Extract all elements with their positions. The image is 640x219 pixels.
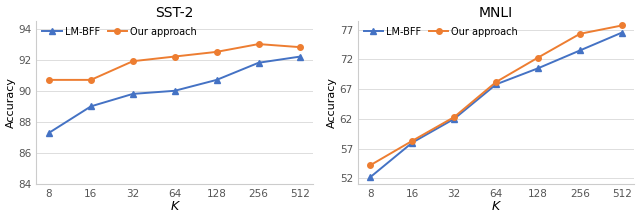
Our approach	[297, 46, 305, 48]
Our approach	[213, 51, 221, 53]
Line: LM-BFF: LM-BFF	[46, 54, 303, 136]
LM-BFF	[492, 83, 500, 86]
LM-BFF	[213, 79, 221, 81]
LM-BFF	[45, 131, 53, 134]
Our approach	[408, 140, 416, 142]
Our approach	[45, 79, 53, 81]
LM-BFF	[618, 31, 626, 34]
Our approach	[255, 43, 262, 45]
Line: Our approach: Our approach	[367, 23, 625, 168]
Our approach	[534, 56, 542, 59]
LM-BFF	[171, 90, 179, 92]
X-axis label: K: K	[171, 200, 179, 214]
LM-BFF	[576, 49, 584, 52]
Legend: LM-BFF, Our approach: LM-BFF, Our approach	[42, 26, 198, 37]
X-axis label: K: K	[492, 200, 500, 214]
LM-BFF	[367, 176, 374, 178]
Our approach	[129, 60, 137, 62]
LM-BFF	[534, 67, 542, 70]
LM-BFF	[451, 117, 458, 120]
LM-BFF	[129, 93, 137, 95]
Our approach	[87, 79, 95, 81]
Y-axis label: Accuracy: Accuracy	[327, 77, 337, 128]
LM-BFF	[255, 62, 262, 64]
Line: LM-BFF: LM-BFF	[367, 30, 625, 180]
Our approach	[618, 24, 626, 27]
Line: Our approach: Our approach	[46, 41, 303, 83]
Our approach	[576, 32, 584, 35]
Our approach	[367, 164, 374, 166]
LM-BFF	[297, 55, 305, 58]
Title: MNLI: MNLI	[479, 5, 513, 19]
Legend: LM-BFF, Our approach: LM-BFF, Our approach	[363, 26, 519, 37]
Our approach	[451, 116, 458, 118]
Our approach	[171, 55, 179, 58]
Our approach	[492, 81, 500, 83]
LM-BFF	[408, 141, 416, 144]
Title: SST-2: SST-2	[156, 5, 194, 19]
LM-BFF	[87, 105, 95, 108]
Y-axis label: Accuracy: Accuracy	[6, 77, 15, 128]
